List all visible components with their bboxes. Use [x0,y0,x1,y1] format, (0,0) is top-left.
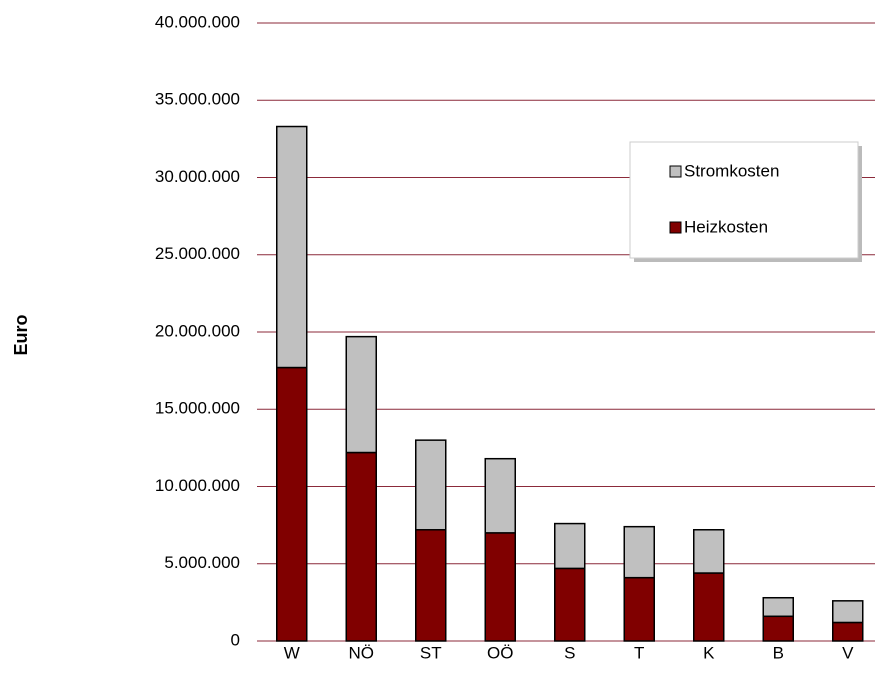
x-tick-label: ST [420,643,442,662]
bar-segment [484,457,516,534]
y-tick-label: 20.000.000 [155,321,240,340]
bar-segment [415,439,447,531]
x-tick-label: S [564,643,575,662]
x-tick-label: NÖ [349,643,375,662]
y-axis-label: Euro [11,314,31,355]
bar-segment [762,596,794,618]
y-tick-label: 5.000.000 [164,553,240,572]
bar-segment [345,451,377,642]
bar-segment [345,335,377,454]
x-tick-label: B [773,643,784,662]
bar-segment [554,567,586,642]
legend-swatch [669,221,682,234]
x-tick-label: T [634,643,644,662]
y-tick-label: 30.000.000 [155,167,240,186]
bar-segment [276,125,308,369]
bar-segment [832,621,864,642]
legend-label: Heizkosten [684,217,768,236]
bar-segment [484,532,516,642]
y-tick-label: 10.000.000 [155,476,240,495]
bar-segment [623,576,655,642]
legend-label: Stromkosten [684,161,779,180]
bar-segment [832,600,864,624]
bar-segment [415,529,447,642]
bar-segment [693,572,725,642]
bar-segment [623,525,655,579]
x-tick-label: OÖ [487,643,513,662]
y-tick-label: 15.000.000 [155,399,240,418]
legend-box [629,141,859,259]
bar-segment [276,366,308,642]
x-tick-label: K [703,643,715,662]
bar-segment [762,615,794,642]
y-tick-label: 25.000.000 [155,244,240,263]
x-tick-label: V [842,643,854,662]
x-tick-label: W [284,643,300,662]
y-tick-label: 0 [231,630,240,649]
y-tick-label: 35.000.000 [155,90,240,109]
bar-segment [693,529,725,574]
y-tick-label: 40.000.000 [155,12,240,31]
legend-swatch [669,165,682,178]
bar-segment [554,522,586,570]
